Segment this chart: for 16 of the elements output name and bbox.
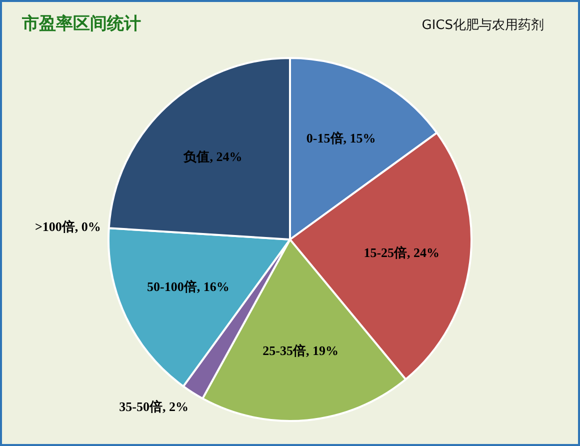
slice-label: 35-50倍 (119, 398, 162, 414)
slice-label: 负值 (182, 148, 210, 164)
data-label: , 19% (306, 342, 339, 358)
text: , 0% (74, 218, 101, 234)
slice-label: 0-15倍 (306, 130, 344, 146)
chart-subtitle: GICS化肥与农用药剂 (422, 17, 544, 34)
data-label: , 16% (196, 278, 230, 294)
slice-label: 50-100倍 (147, 278, 197, 294)
slice-label: 15-25倍 (364, 244, 408, 260)
data-label: , 2% (162, 398, 188, 414)
data-label: , 24% (407, 244, 440, 260)
data-label: , 15% (343, 130, 376, 146)
chart-title: 市盈率区间统计 (22, 13, 141, 35)
data-label: , 24% (210, 148, 242, 164)
slice-label: 25-35倍 (262, 342, 306, 358)
category-label: >100倍 (34, 218, 75, 234)
